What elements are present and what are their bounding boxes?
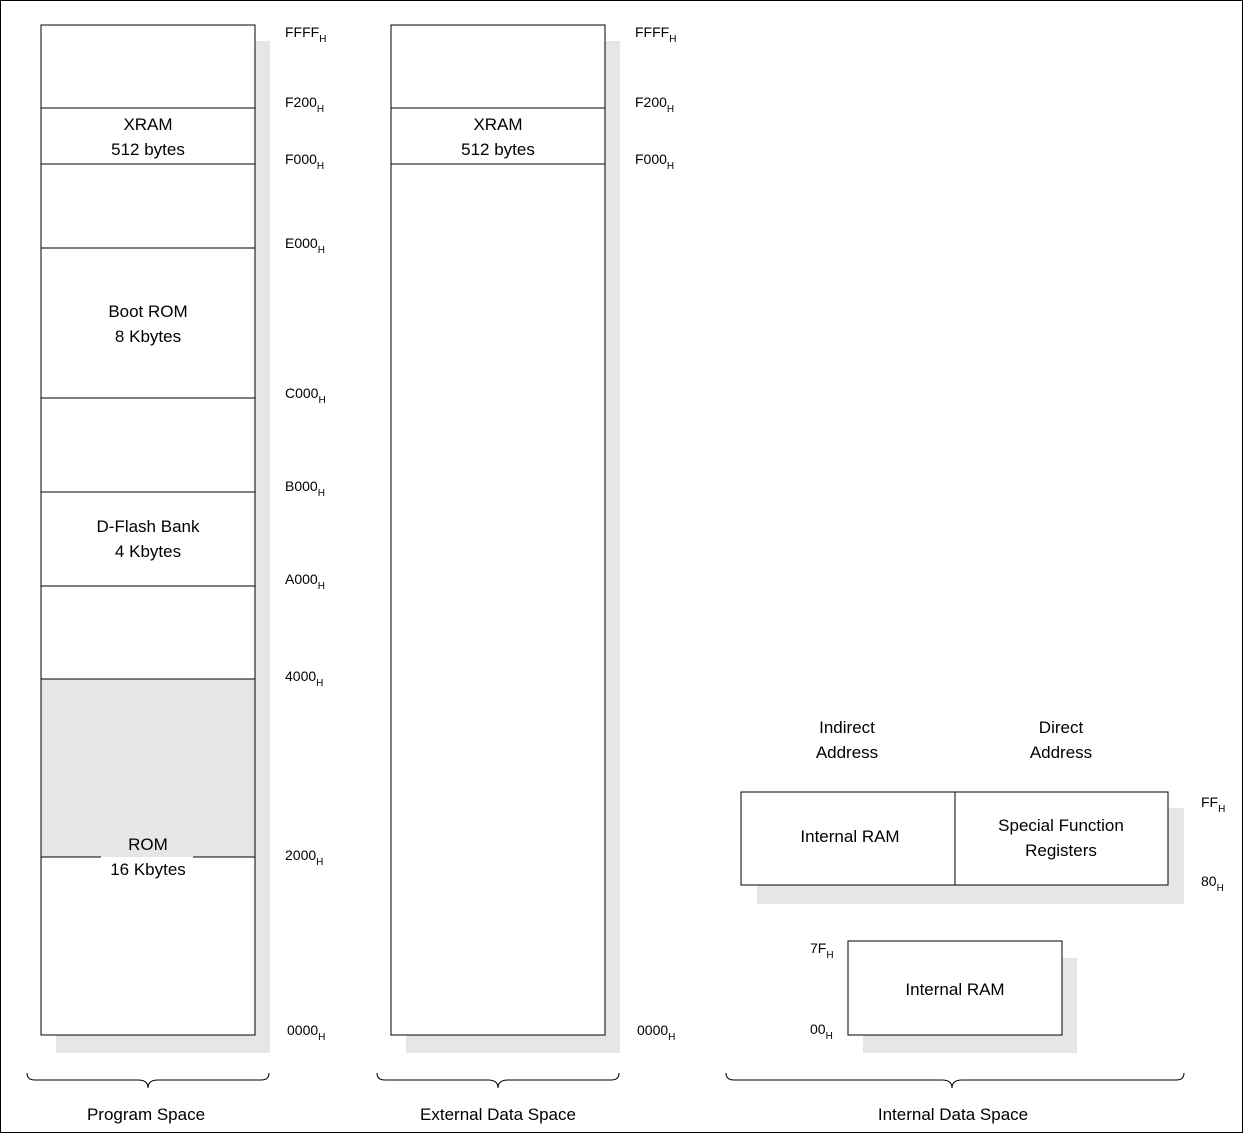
address-label: F000H [285,151,324,172]
rom-shaded-region [41,679,255,857]
direct-address-header: Address [1030,743,1092,762]
address-label: F200H [635,94,674,115]
program-space-brace [26,1072,270,1089]
external-data-space-column [390,24,606,1036]
lower-internal-ram-label: Internal RAM [905,980,1004,999]
address-label: B000H [285,478,325,499]
xram-size: 512 bytes [461,140,535,159]
external-data-space-title: External Data Space [420,1105,576,1124]
external-data-space: XRAM 512 bytes FFFFH F200H F000H 0000H E… [376,24,676,1124]
d-flash-size: 4 Kbytes [115,542,181,561]
rom-label: ROM [128,835,168,854]
address-label: C000H [285,385,326,406]
indirect-address-header: Indirect [819,718,875,737]
xram-size: 512 bytes [111,140,185,159]
address-label: 0000H [287,1022,325,1043]
upper-internal-ram-label: Internal RAM [800,827,899,846]
address-label: E000H [285,235,325,256]
boot-rom-label: Boot ROM [108,302,187,321]
program-space-title: Program Space [87,1105,205,1124]
address-label: 0000H [637,1022,675,1043]
address-label: 2000H [285,847,323,868]
address-label: FFFFH [635,24,676,45]
address-label: F200H [285,94,324,115]
internal-data-space-brace [725,1072,1185,1089]
d-flash-label: D-Flash Bank [97,517,200,536]
address-label: 80H [1201,873,1224,894]
program-space: XRAM 512 bytes Boot ROM 8 Kbytes D-Flash… [26,24,326,1124]
internal-data-space-title: Internal Data Space [878,1105,1028,1124]
xram-label: XRAM [123,115,172,134]
direct-address-header: Direct [1039,718,1084,737]
address-label: FFFFH [285,24,326,45]
address-label: F000H [635,151,674,172]
program-space-column [40,24,256,1036]
rom-size: 16 Kbytes [110,860,186,879]
lower-internal-block [847,940,1063,1036]
xram-label: XRAM [473,115,522,134]
address-label: 4000H [285,668,323,689]
address-label: 00H [810,1021,833,1042]
boot-rom-size: 8 Kbytes [115,327,181,346]
sfr-label: Special Function [998,816,1124,835]
indirect-address-header: Address [816,743,878,762]
external-data-space-brace [376,1072,620,1089]
address-label: 7FH [810,940,834,961]
address-label: A000H [285,571,325,592]
sfr-label: Registers [1025,841,1097,860]
internal-data-space: Indirect Address Direct Address Internal… [725,718,1225,1124]
address-label: FFH [1201,794,1225,815]
